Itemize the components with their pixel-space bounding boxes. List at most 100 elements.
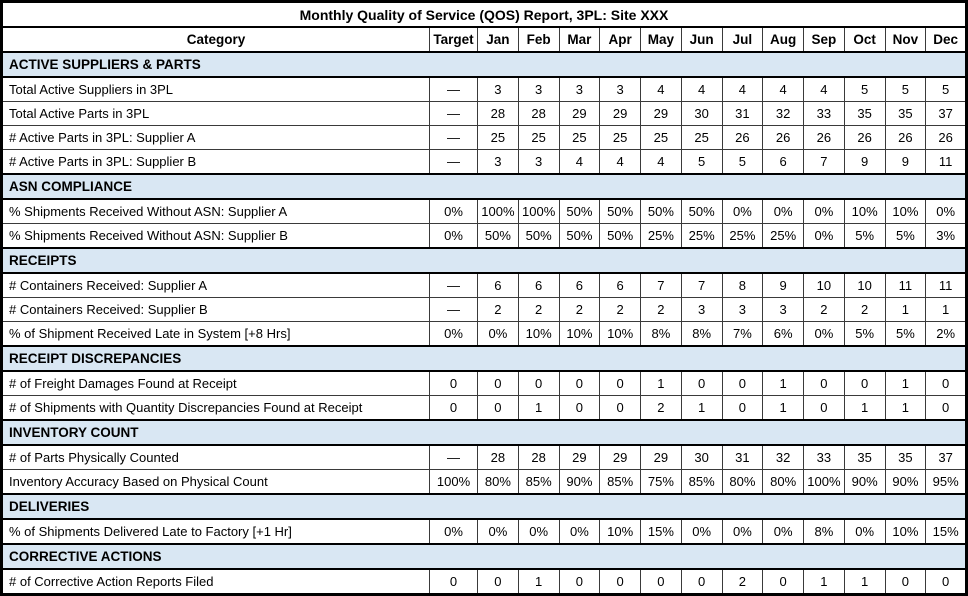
month-value-oct: 5: [843, 76, 886, 102]
month-value-aug: 1: [762, 370, 804, 396]
month-value-jan: 3: [477, 76, 519, 102]
target-value: 0%: [429, 198, 478, 224]
section-header-label: ASN COMPLIANCE: [1, 173, 967, 200]
row-label: % Shipments Received Without ASN: Suppli…: [1, 198, 430, 224]
row-label: # Containers Received: Supplier B: [1, 297, 430, 322]
month-value-sep: 0%: [803, 223, 845, 249]
month-value-jul: 5: [721, 149, 764, 175]
month-value-aug: 3: [762, 297, 804, 322]
target-value: —: [429, 297, 478, 322]
row-label: # of Shipments with Quantity Discrepanci…: [1, 395, 430, 421]
target-value: —: [429, 149, 478, 175]
month-value-mar: 2: [558, 297, 601, 322]
target-value: 0: [429, 395, 478, 421]
month-value-jul: 2: [721, 568, 764, 595]
column-header-apr: Apr: [599, 26, 641, 53]
month-value-nov: 11: [884, 272, 927, 298]
month-value-oct: 10: [843, 272, 886, 298]
month-value-jul: 0%: [721, 518, 764, 545]
month-value-oct: 5%: [843, 223, 886, 249]
month-value-sep: 0: [803, 370, 845, 396]
column-header-aug: Aug: [762, 26, 804, 53]
month-value-jan: 3: [477, 149, 519, 175]
target-value: 0%: [429, 518, 478, 545]
month-value-dec: 15%: [925, 518, 967, 545]
target-value: 0: [429, 370, 478, 396]
month-value-dec: 0: [925, 370, 967, 396]
month-value-oct: 90%: [843, 469, 886, 495]
month-value-sep: 33: [803, 444, 845, 470]
month-value-jul: 26: [721, 125, 764, 150]
month-value-nov: 1: [884, 370, 927, 396]
section-row: CORRECTIVE ACTIONS: [1, 543, 967, 570]
column-header-dec: Dec: [925, 26, 967, 53]
month-value-may: 29: [640, 101, 682, 126]
month-value-may: 25%: [640, 223, 682, 249]
month-value-nov: 10%: [884, 518, 927, 545]
month-value-may: 2: [640, 395, 682, 421]
month-value-feb: 1: [517, 568, 560, 595]
month-value-sep: 7: [803, 149, 845, 175]
month-value-jun: 4: [680, 76, 723, 102]
month-value-mar: 0: [558, 370, 601, 396]
table-row: % of Shipment Received Late in System [+…: [1, 321, 967, 347]
month-value-oct: 26: [843, 125, 886, 150]
month-value-dec: 0: [925, 395, 967, 421]
month-value-jul: 4: [721, 76, 764, 102]
month-value-feb: 28: [517, 444, 560, 470]
section-row: RECEIPT DISCREPANCIES: [1, 345, 967, 372]
month-value-jan: 28: [477, 444, 519, 470]
column-header-feb: Feb: [517, 26, 560, 53]
target-value: —: [429, 444, 478, 470]
month-value-jul: 31: [721, 101, 764, 126]
month-value-apr: 85%: [599, 469, 641, 495]
month-value-sep: 8%: [803, 518, 845, 545]
month-value-jan: 80%: [477, 469, 519, 495]
section-header-label: CORRECTIVE ACTIONS: [1, 543, 967, 570]
month-value-nov: 5%: [884, 321, 927, 347]
month-value-apr: 29: [599, 101, 641, 126]
month-value-dec: 11: [925, 272, 967, 298]
table-row: # Active Parts in 3PL: Supplier A —25 25 25…: [1, 125, 967, 150]
month-value-nov: 1: [884, 297, 927, 322]
month-value-jan: 0%: [477, 518, 519, 545]
month-value-jan: 25: [477, 125, 519, 150]
month-value-nov: 10%: [884, 198, 927, 224]
month-value-jun: 25%: [680, 223, 723, 249]
month-value-jun: 30: [680, 444, 723, 470]
month-value-sep: 100%: [803, 469, 845, 495]
month-value-may: 2: [640, 297, 682, 322]
month-value-dec: 0%: [925, 198, 967, 224]
month-value-jul: 25%: [721, 223, 764, 249]
month-value-jun: 1: [680, 395, 723, 421]
month-value-feb: 25: [517, 125, 560, 150]
month-value-jun: 25: [680, 125, 723, 150]
month-value-may: 0: [640, 568, 682, 595]
month-value-jan: 2: [477, 297, 519, 322]
month-value-sep: 10: [803, 272, 845, 298]
report-title: Monthly Quality of Service (QOS) Report,…: [1, 1, 967, 28]
month-value-aug: 25%: [762, 223, 804, 249]
target-value: 0%: [429, 223, 478, 249]
month-value-oct: 10%: [843, 198, 886, 224]
month-value-apr: 25: [599, 125, 641, 150]
month-value-apr: 4: [599, 149, 641, 175]
column-header-may: May: [640, 26, 682, 53]
month-value-dec: 37: [925, 444, 967, 470]
column-header-jan: Jan: [477, 26, 519, 53]
section-header-label: RECEIPT DISCREPANCIES: [1, 345, 967, 372]
row-label: Total Active Suppliers in 3PL: [1, 76, 430, 102]
month-value-jun: 3: [680, 297, 723, 322]
target-value: —: [429, 76, 478, 102]
month-value-aug: 32: [762, 101, 804, 126]
row-label: # of Corrective Action Reports Filed: [1, 568, 430, 595]
month-value-apr: 0: [599, 568, 641, 595]
month-value-jan: 28: [477, 101, 519, 126]
column-header-oct: Oct: [843, 26, 886, 53]
month-value-apr: 50%: [599, 198, 641, 224]
month-value-oct: 2: [843, 297, 886, 322]
month-value-jun: 30: [680, 101, 723, 126]
month-value-may: 75%: [640, 469, 682, 495]
month-value-nov: 26: [884, 125, 927, 150]
